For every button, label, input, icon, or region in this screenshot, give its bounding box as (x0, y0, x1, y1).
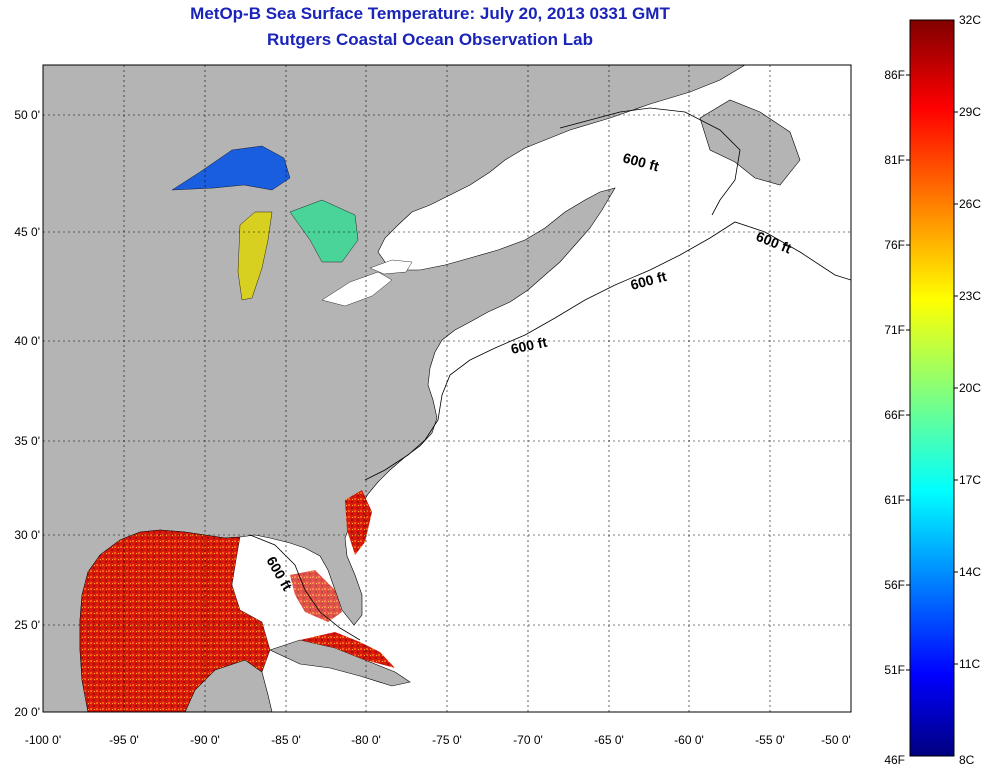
colorbar-fahrenheit-label: 51F (884, 663, 905, 677)
map-subtitle: Rutgers Coastal Ocean Observation Lab (267, 30, 593, 49)
colorbar-celsius-label: 32C (959, 13, 981, 27)
contour-label-600ft-4: 600 ft (509, 334, 548, 357)
colorbar-ticks (906, 74, 958, 671)
colorbar-celsius-label: 11C (959, 657, 980, 671)
colorbar-fahrenheit-label: 71F (884, 323, 905, 337)
gulf-sst-field (79, 529, 271, 712)
gulf-stream-sst (345, 490, 372, 555)
lon-tick-label: -80 0' (351, 733, 381, 747)
lat-tick-label: 35 0' (14, 434, 40, 448)
colorbar-celsius-label: 8C (959, 753, 975, 767)
lon-tick-label: -55 0' (755, 733, 785, 747)
lon-tick-label: -50 0' (821, 733, 851, 747)
colorbar-fahrenheit-label: 81F (884, 153, 905, 167)
lat-tick-label: 50 0' (14, 108, 40, 122)
contour-600ft (364, 221, 851, 481)
lon-tick-label: -65 0' (594, 733, 624, 747)
gulf-east-sst (290, 570, 342, 622)
lon-tick-label: -70 0' (513, 733, 543, 747)
lon-tick-label: -95 0' (109, 733, 139, 747)
contour-600ft-gulf (249, 534, 361, 641)
colorbar-celsius-label: 26C (959, 197, 981, 211)
colorbar-fahrenheit-label: 66F (884, 408, 905, 422)
lake-huron (289, 199, 359, 263)
florida-straits-sst (300, 632, 395, 668)
land-newfoundland (699, 99, 801, 186)
lon-tick-label: -60 0' (674, 733, 704, 747)
colorbar-celsius-label: 23C (959, 289, 981, 303)
lon-tick-label: -75 0' (432, 733, 462, 747)
map-title: MetOp-B Sea Surface Temperature: July 20… (190, 4, 670, 23)
colorbar-celsius-label: 20C (959, 381, 981, 395)
lat-tick-label: 30 0' (14, 528, 40, 542)
lon-tick-label: -100 0' (25, 733, 61, 747)
colorbar (909, 19, 955, 757)
lat-tick-label: 25 0' (14, 618, 40, 632)
colorbar-fahrenheit-label: 86F (884, 68, 905, 82)
lat-tick-label: 40 0' (14, 334, 40, 348)
lat-tick-label: 20 0' (14, 705, 40, 719)
colorbar-fahrenheit-label: 61F (884, 493, 905, 507)
lat-tick-label: 45 0' (14, 225, 40, 239)
contour-600ft-north (559, 107, 741, 216)
colorbar-celsius-label: 17C (959, 473, 981, 487)
lake-ontario (369, 259, 413, 275)
colorbar-fahrenheit-label: 56F (884, 578, 905, 592)
lake-michigan (237, 211, 273, 301)
lon-tick-label: -90 0' (190, 733, 220, 747)
colorbar-celsius-label: 14C (959, 565, 981, 579)
colorbar-fahrenheit-label: 76F (884, 238, 905, 252)
lake-erie (321, 271, 393, 307)
colorbar-fahrenheit-label: 46F (884, 753, 905, 767)
colorbar-celsius-label: 29C (959, 105, 981, 119)
lon-tick-label: -85 0' (271, 733, 301, 747)
lake-superior (171, 145, 291, 191)
